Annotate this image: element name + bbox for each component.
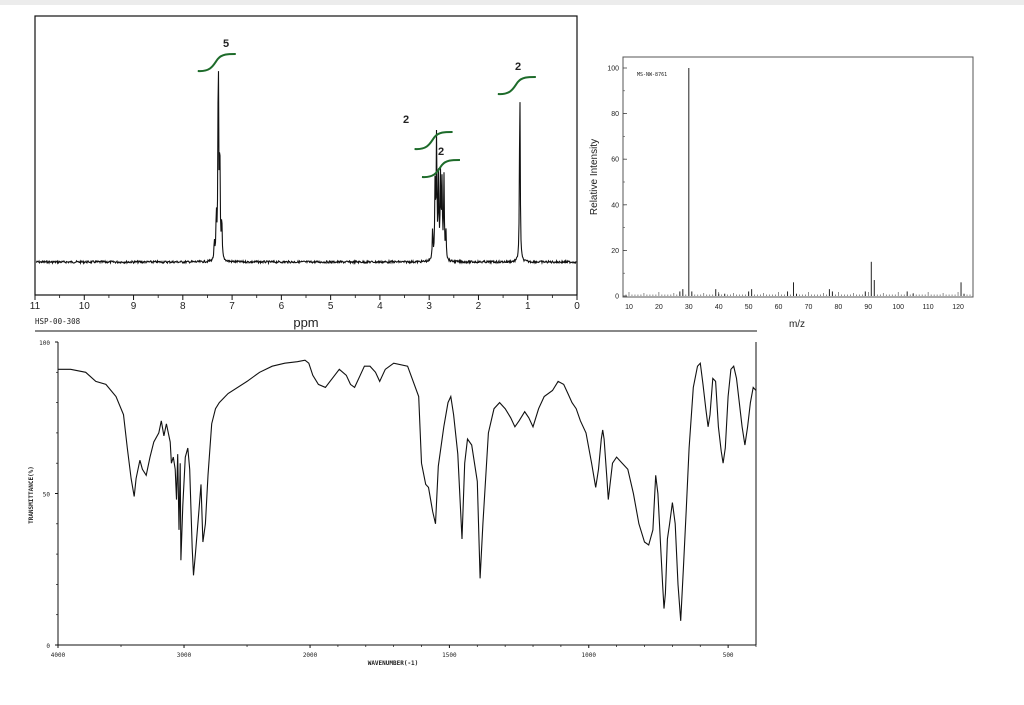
nmr-x-tick-label: 8 [180,301,186,312]
nmr-x-tick-label: 4 [377,301,383,312]
nmr-x-tick-label: 9 [131,301,137,312]
ir-x-axis-label: WAVENUMBER(-1) [368,660,419,667]
ms-y-tick-label: 0 [615,294,619,301]
nmr-x-tick-label: 0 [574,301,580,312]
ms-y-tick-label: 40 [611,202,619,209]
ms-x-tick-label: 110 [923,304,934,311]
nmr-integration-label: 2 [515,61,521,73]
ms-x-tick-label: 40 [715,304,723,311]
ms-y-tick-label: 80 [611,111,619,118]
ms-x-tick-label: 60 [775,304,783,311]
ms-x-tick-label: 10 [625,304,633,311]
ms-x-tick-label: 90 [864,304,872,311]
ms-x-tick-label: 30 [685,304,693,311]
nmr-x-tick-label: 6 [279,301,285,312]
ir-x-tick-label: 4000 [51,652,66,659]
ms-x-tick-label: 80 [834,304,842,311]
nmr-integration-label: 2 [403,114,409,126]
nmr-x-tick-label: 1 [525,301,531,312]
ir-axis-ticks: 0 50 100 4000 3000 2000 1500 1000 500 [39,340,757,659]
ms-x-tick-label: 120 [952,304,964,311]
nmr-integration-curves: 5 2 2 2 [197,38,536,179]
nmr-sample-code: HSP-00-308 [35,317,81,326]
ms-peaks [679,68,965,296]
ms-plot-frame [622,56,974,298]
nmr-spectrum-trace [35,71,577,266]
nmr-integration-curve [421,159,460,179]
ms-x-tick-label: 70 [805,304,813,311]
ms-x-tick-label: 100 [892,304,904,311]
ir-x-tick-label: 500 [723,652,734,659]
ir-x-tick-label: 3000 [177,652,192,659]
nmr-integration-curve [414,131,453,151]
ms-y-tick-label: 100 [607,66,619,73]
ms-id-label: MS-NW-8761 [637,72,667,78]
ms-x-tick-label: 50 [745,304,753,311]
nmr-integration-curve [197,53,236,73]
ir-y-axis-label: TRANSMITTANCE(%) [28,466,35,524]
ms-y-tick-label: 60 [611,157,619,164]
ir-y-tick-label: 100 [39,340,50,347]
ms-y-axis-label: Relative Intensity [589,139,600,215]
nmr-integration-label: 2 [438,146,444,158]
ms-x-axis-label: m/z [789,319,805,330]
nmr-x-tick-label: 3 [426,301,432,312]
nmr-integration-label: 5 [223,38,229,50]
ir-x-tick-label: 1000 [582,652,597,659]
nmr-x-tick-label: 5 [328,301,334,312]
ir-chart: 0 50 100 4000 3000 2000 1500 1000 500 WAVENUMBER… [28,340,757,667]
ir-spectrum-trace [58,359,757,621]
ms-x-tick-label: 20 [655,304,663,311]
nmr-x-tick-label: 2 [476,301,482,312]
nmr-x-ticks: 11 10 9 8 7 6 5 4 3 2 1 0 [30,295,580,312]
ms-axis-ticks: 0 20 40 60 80 100 10 20 30 40 50 60 70 80 90 100 110 120 [607,66,971,311]
top-separator [0,0,1024,5]
ms-y-tick-label: 20 [611,248,619,255]
ir-y-tick-label: 0 [46,643,50,650]
ir-x-tick-label: 1500 [442,652,457,659]
nmr-x-tick-label: 10 [79,301,91,312]
nmr-plot-frame [34,15,578,296]
nmr-x-axis-label: ppm [293,315,318,330]
nmr-x-tick-label: 7 [229,301,235,312]
ir-y-tick-label: 50 [43,492,51,499]
nmr-integration-curve [497,76,536,96]
nmr-x-tick-label: 11 [30,301,41,312]
ir-x-tick-label: 2000 [303,652,318,659]
